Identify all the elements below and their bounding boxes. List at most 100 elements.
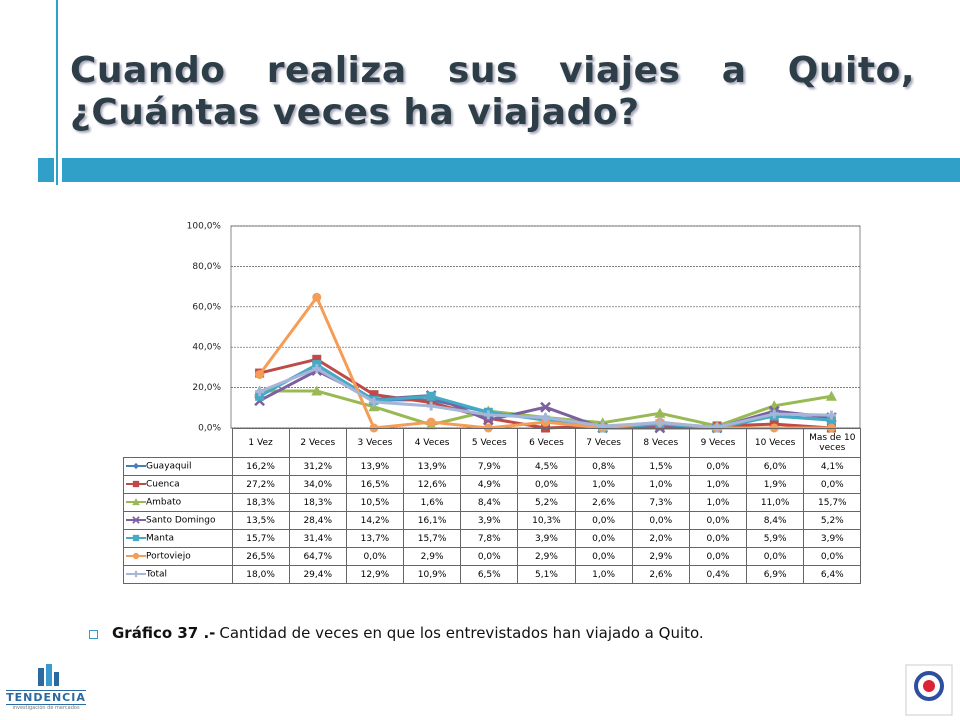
legend-marker [132, 571, 140, 578]
value-label: 5,2% [803, 511, 862, 530]
legend-label: Ambato [146, 497, 182, 508]
point-marker [255, 387, 265, 397]
value-label: 1,0% [688, 475, 748, 494]
legend-icon [126, 463, 146, 470]
value-label: 6,4% [803, 565, 862, 584]
x-tick-label: 1 Vez [231, 428, 290, 458]
legend-marker [132, 481, 140, 488]
value-label: 31,2% [288, 457, 347, 476]
value-label: 0,0% [574, 511, 633, 530]
value-label: 13,7% [345, 529, 405, 548]
y-tick-label: 40,0% [192, 343, 221, 353]
value-label: 0,0% [688, 529, 748, 548]
caption-label: Gráfico 37 .- [112, 624, 216, 642]
point-marker [312, 364, 322, 374]
point-marker [654, 407, 666, 418]
bullet [89, 630, 98, 639]
point-marker [312, 354, 322, 364]
legend-label: Manta [146, 533, 175, 544]
value-label: 13,9% [345, 457, 405, 476]
value-label: 0,0% [688, 547, 748, 566]
value-label: 7,9% [460, 457, 519, 476]
accent-line [56, 0, 58, 185]
legend-entry: Santo Domingo [123, 511, 233, 530]
legend-icon [126, 481, 146, 488]
value-label: 5,2% [517, 493, 576, 512]
value-label: 0,0% [631, 511, 690, 530]
value-label: 16,1% [403, 511, 462, 530]
value-label: 0,0% [345, 547, 405, 566]
value-label: 18,0% [231, 565, 290, 584]
value-label: 18,3% [231, 493, 290, 512]
point-marker [769, 409, 779, 419]
legend-marker [132, 535, 140, 542]
value-label: 1,0% [688, 493, 748, 512]
table-corner [124, 429, 233, 458]
partner-logo [905, 664, 953, 716]
x-tick-label: 2 Veces [288, 428, 347, 458]
x-tick-label: 5 Veces [460, 428, 519, 458]
legend-entry: Guayaquil [123, 457, 233, 476]
point-marker [426, 391, 436, 401]
legend-label: Santo Domingo [146, 515, 216, 526]
value-label: 0,0% [460, 547, 519, 566]
x-tick-label: 9 Veces [688, 428, 748, 458]
value-label: 2,6% [631, 565, 690, 584]
legend-label: Guayaquil [146, 461, 192, 472]
value-label: 31,4% [288, 529, 347, 548]
value-label: 10,3% [517, 511, 576, 530]
y-tick-label: 0,0% [198, 424, 221, 434]
value-label: 26,5% [231, 547, 290, 566]
slide-title: Cuando realiza sus viajes a Quito, ¿Cuán… [70, 50, 915, 133]
value-label: 1,5% [631, 457, 690, 476]
legend-entry: Total [123, 565, 233, 584]
x-tick-label: Mas de 10 veces [803, 428, 862, 458]
value-label: 11,0% [746, 493, 805, 512]
value-label: 4,1% [803, 457, 862, 476]
value-label: 1,6% [403, 493, 462, 512]
point-marker [540, 401, 551, 413]
y-tick-label: 100,0% [187, 222, 222, 232]
value-label: 29,4% [288, 565, 347, 584]
x-tick-label: 4 Veces [403, 428, 462, 458]
value-label: 14,2% [345, 511, 405, 530]
y-tick-label: 20,0% [192, 383, 221, 393]
legend-entry: Portoviejo [123, 547, 233, 566]
value-label: 2,0% [631, 529, 690, 548]
point-marker [655, 418, 665, 428]
accent-bar [62, 158, 960, 182]
logo-icon [38, 664, 59, 686]
value-label: 28,4% [288, 511, 347, 530]
legend-marker [132, 516, 140, 525]
value-label: 0,0% [517, 475, 576, 494]
x-tick-label: 7 Veces [574, 428, 633, 458]
value-label: 2,9% [517, 547, 576, 566]
value-label: 13,9% [403, 457, 462, 476]
point-marker [541, 413, 550, 423]
accent-square [38, 158, 54, 182]
point-marker [482, 414, 494, 426]
value-label: 1,0% [574, 475, 633, 494]
legend-marker [132, 463, 140, 470]
legend-label: Portoviejo [146, 551, 191, 562]
point-marker [426, 417, 436, 427]
legend-entry: Cuenca [123, 475, 233, 494]
value-label: 2,9% [631, 547, 690, 566]
value-label: 27,2% [231, 475, 290, 494]
x-tick-label: 8 Veces [631, 428, 690, 458]
data-table: 1 Vez 2 Veces 3 Veces 4 Veces 5 Veces 6 Veces… [123, 428, 862, 584]
value-label: 12,9% [345, 565, 405, 584]
point-marker [311, 385, 323, 396]
value-label: 64,7% [288, 547, 347, 566]
value-label: 0,0% [803, 547, 862, 566]
point-marker [483, 410, 493, 420]
value-label: 0,0% [746, 547, 805, 566]
point-marker [369, 397, 379, 407]
logo: TENDENCIA investigación de mercados [6, 664, 86, 711]
x-tick-label: 3 Veces [345, 428, 405, 458]
legend-icon [126, 571, 146, 578]
legend-label: Cuenca [146, 479, 180, 490]
value-label: 3,9% [460, 511, 519, 530]
